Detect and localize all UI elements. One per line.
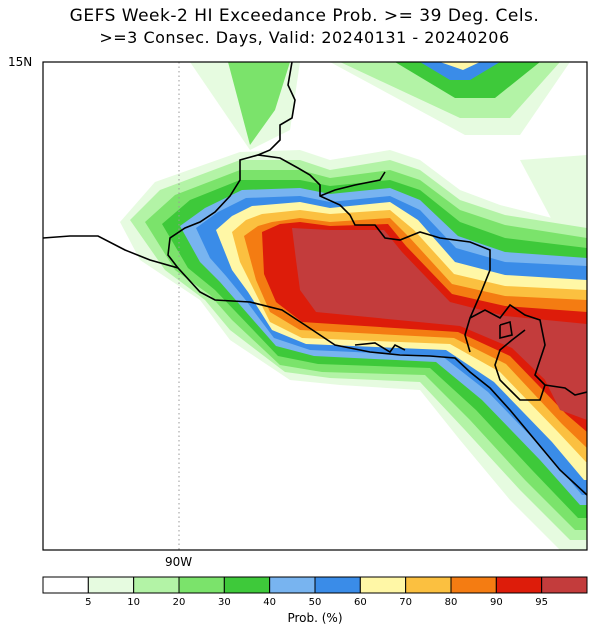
border-honduras — [469, 303, 546, 401]
colorbar: 5 10 20 30 40 50 60 70 80 90 95 — [42, 576, 588, 608]
colorbar-swatch — [133, 576, 180, 594]
colorbar-tick-label: 40 — [263, 597, 276, 608]
contour-north-60 — [440, 62, 480, 70]
colorbar-tick-label: 10 — [127, 597, 140, 608]
map-frame — [42, 61, 588, 551]
lon-label: 90W — [165, 555, 192, 569]
coastlines — [43, 62, 587, 496]
colorbar-tick-label: 5 — [85, 597, 91, 608]
colorbar-swatch — [314, 576, 361, 594]
colorbar-swatch — [87, 576, 135, 594]
colorbar-swatch — [541, 576, 588, 594]
colorbar-tick-label: 80 — [445, 597, 458, 608]
probability-contours — [120, 62, 587, 550]
contour-finger-20 — [228, 62, 290, 145]
colorbar-swatch — [450, 576, 497, 594]
map-title: GEFS Week-2 HI Exceedance Prob. >= 39 De… — [69, 6, 540, 26]
contour-se-95 — [520, 330, 587, 420]
colorbar-tick-label: 95 — [535, 597, 548, 608]
colorbar-tick-label: 30 — [218, 597, 231, 608]
colorbar-swatch — [42, 576, 89, 594]
contour-north-50 — [420, 62, 500, 80]
colorbar-tick-label: 60 — [354, 597, 367, 608]
colorbar-swatch — [495, 576, 543, 594]
coast-belize-north — [257, 62, 296, 156]
colorbar-tick-label: 50 — [309, 597, 322, 608]
colorbar-tick-label: 70 — [399, 597, 412, 608]
border-south-east — [544, 384, 587, 396]
coast-nicaragua — [494, 329, 526, 391]
colorbar-swatch — [359, 576, 407, 594]
contour-east-5 — [520, 155, 587, 235]
colorbar-swatch — [269, 576, 316, 594]
colorbar-tick-label: 20 — [173, 597, 186, 608]
contour-main-95 — [292, 228, 587, 420]
island-lake — [499, 320, 513, 340]
colorbar-swatch — [178, 576, 225, 594]
colorbar-tick-label: 90 — [490, 597, 503, 608]
pacific-coastline — [43, 235, 587, 496]
lat-label: 15N — [8, 55, 32, 69]
border-guatemala-salvador — [319, 171, 386, 197]
colorbar-swatch — [405, 576, 452, 594]
coast-gulf-fonseca — [354, 342, 406, 354]
map-subtitle: >=3 Consec. Days, Valid: 20240131 - 2024… — [99, 28, 510, 47]
colorbar-title: Prob. (%) — [287, 611, 342, 625]
border-mexico-guatemala — [167, 154, 491, 353]
colorbar-swatch — [223, 576, 271, 594]
